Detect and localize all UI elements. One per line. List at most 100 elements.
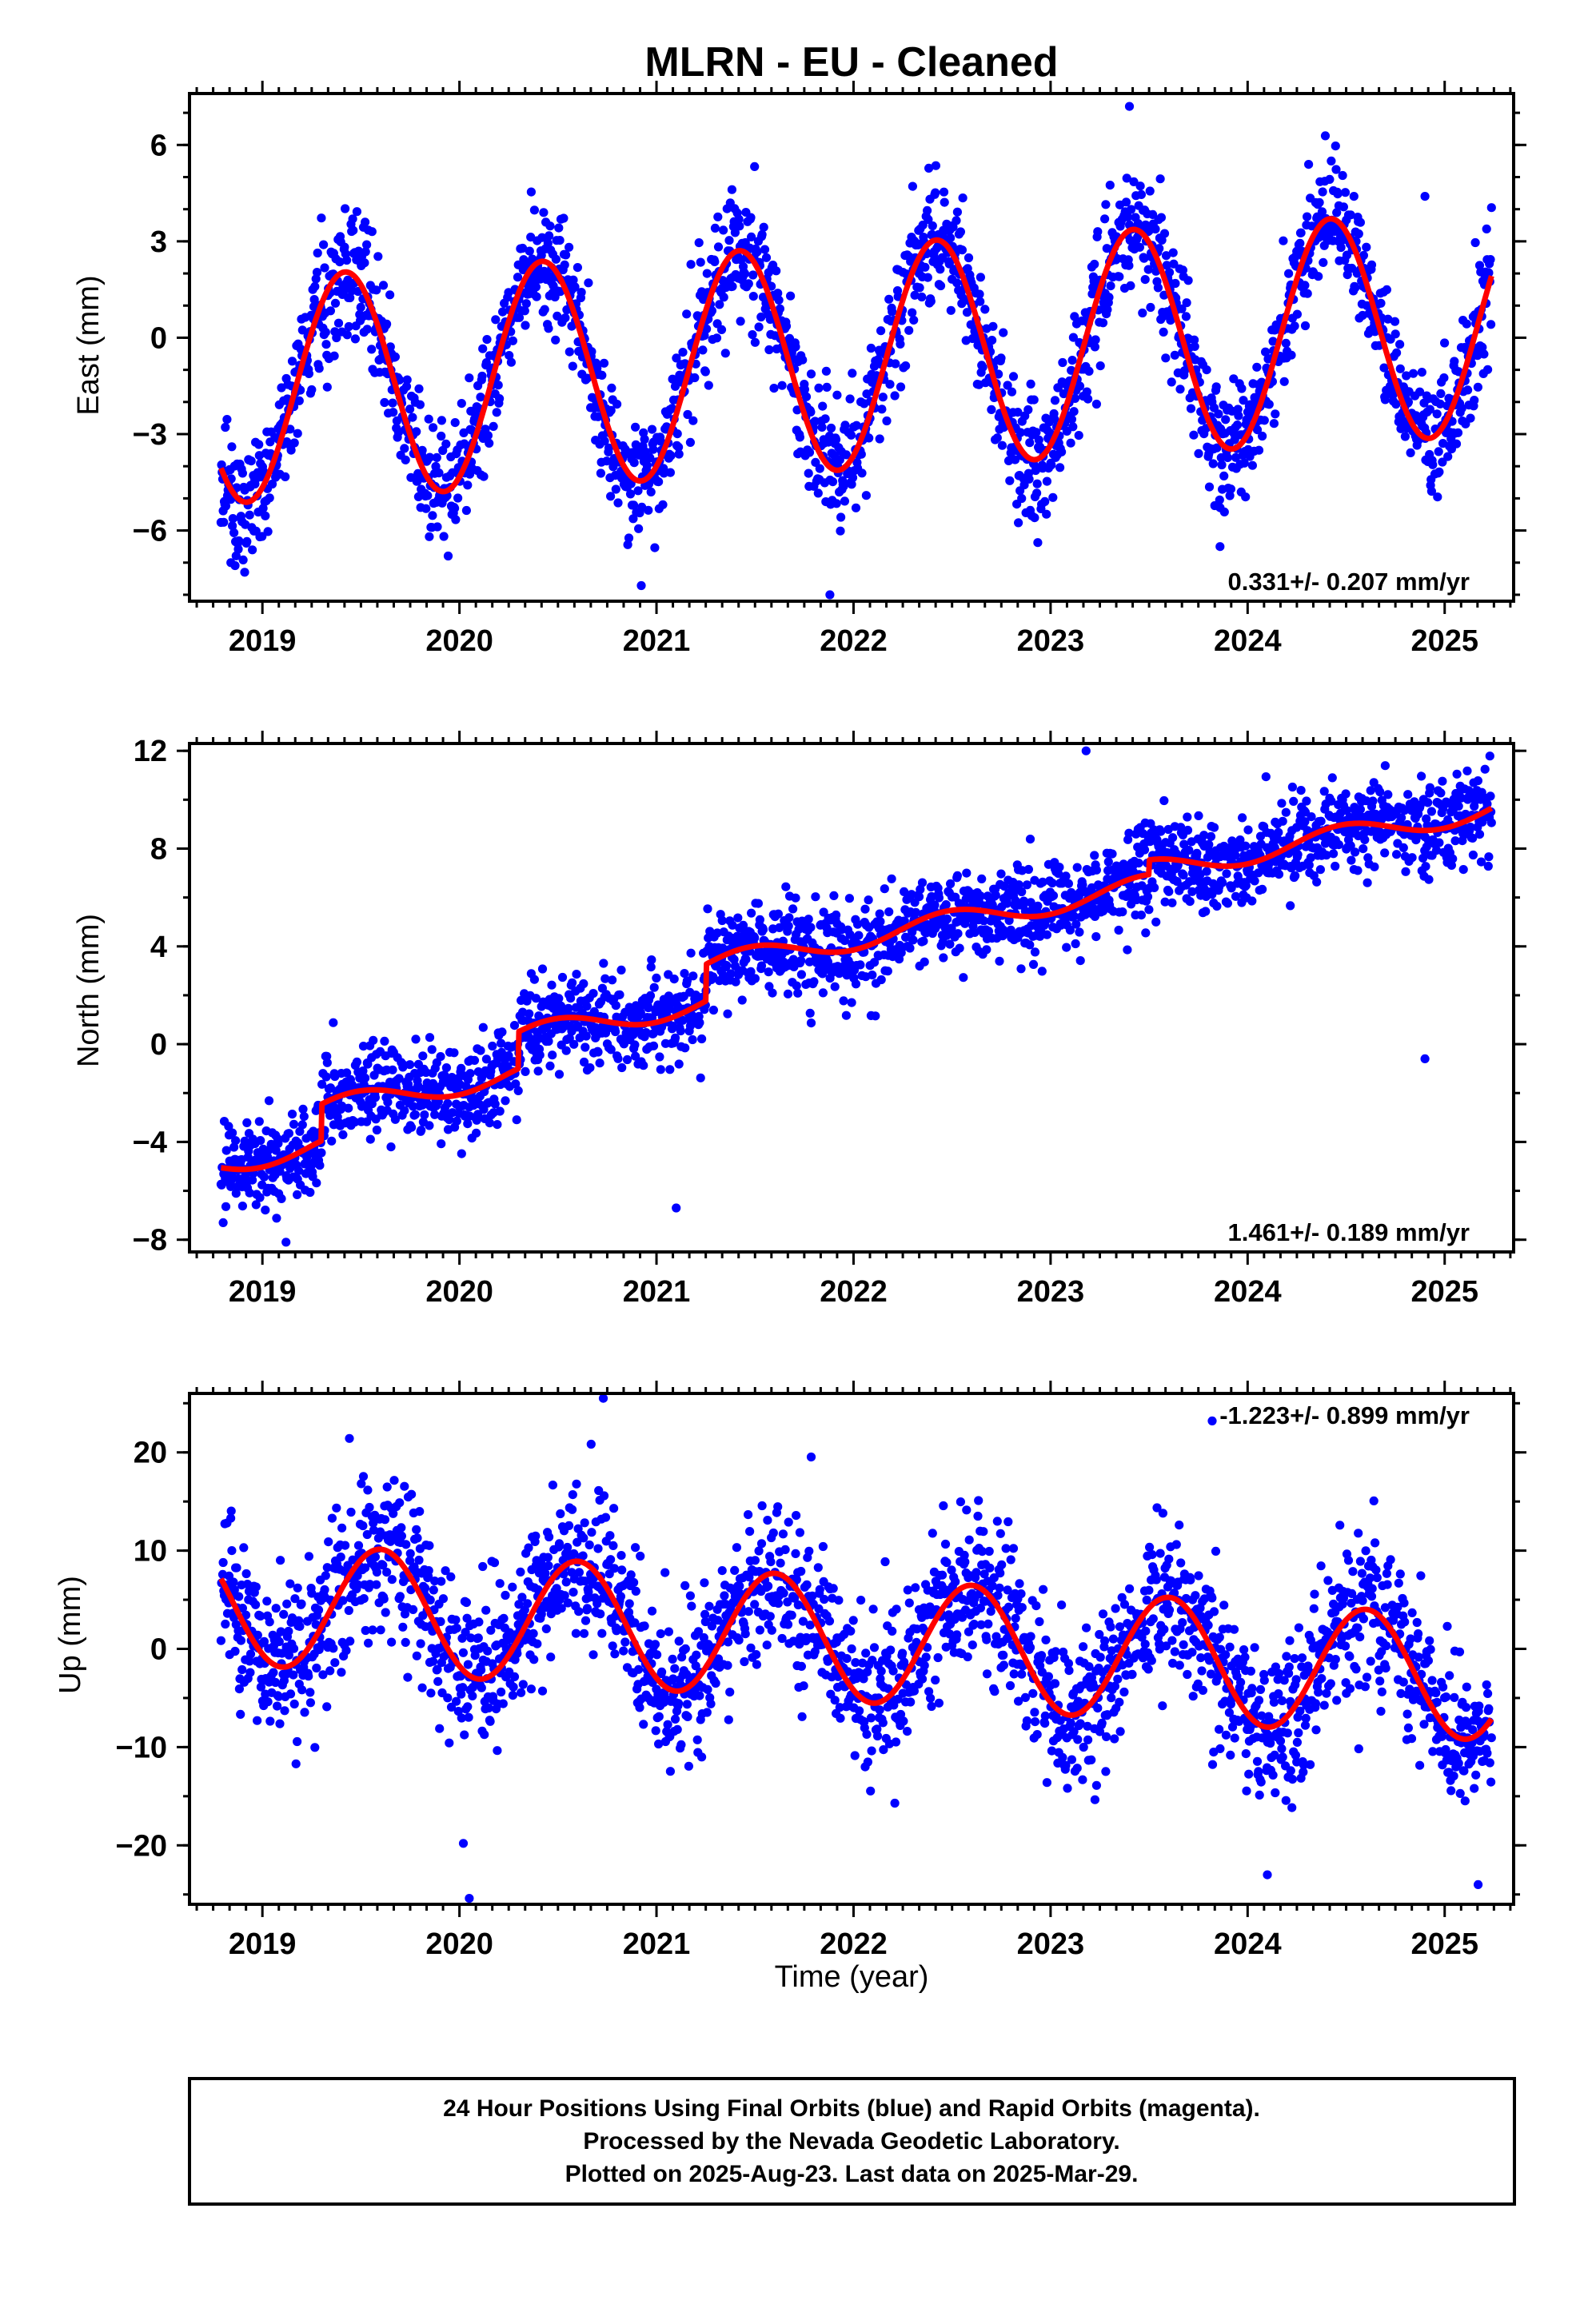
north-data-point — [1328, 773, 1337, 782]
east-data-point — [876, 434, 884, 443]
north-data-point — [1210, 823, 1219, 832]
north-data-point — [854, 931, 863, 940]
east-data-point — [847, 431, 856, 440]
east-data-point — [822, 367, 831, 376]
north-data-point — [650, 983, 659, 992]
east-data-point — [238, 468, 247, 477]
east-data-point — [848, 369, 856, 377]
north-data-point — [1288, 783, 1297, 791]
east-data-point — [421, 504, 430, 513]
north-data-point — [472, 1129, 481, 1138]
north-data-point — [599, 959, 608, 967]
east-data-point — [561, 313, 569, 322]
east-data-point — [1284, 269, 1293, 278]
up-data-point — [234, 1593, 243, 1601]
east-data-point — [1486, 320, 1495, 329]
east-data-point — [654, 477, 663, 486]
east-data-point — [634, 524, 643, 533]
east-data-point — [696, 258, 705, 267]
east-data-point — [1327, 157, 1335, 165]
east-data-point — [920, 263, 929, 272]
north-data-point — [1370, 863, 1379, 871]
north-data-point — [545, 1062, 554, 1070]
east-data-point — [816, 464, 824, 473]
north-data-point — [1453, 770, 1462, 779]
east-data-point — [477, 372, 486, 381]
north-data-point — [1363, 879, 1372, 887]
east-data-point — [482, 335, 491, 344]
up-data-point — [217, 1636, 225, 1645]
chart-title: MLRN - EU - Cleaned — [644, 39, 1058, 86]
east-data-point — [360, 258, 369, 267]
north-data-point — [908, 935, 917, 944]
up-data-point — [219, 1558, 228, 1567]
east-data-point — [956, 227, 965, 236]
north-data-point — [768, 989, 776, 998]
east-data-point — [1203, 365, 1211, 374]
north-data-point — [995, 957, 1003, 966]
east-data-point — [832, 435, 840, 444]
east-data-point — [530, 205, 539, 214]
north-data-point — [582, 1002, 591, 1011]
east-data-point — [778, 381, 787, 390]
north-data-point — [1331, 862, 1339, 871]
east-data-point — [343, 330, 352, 339]
north-data-point — [1218, 878, 1227, 887]
east-data-point — [1391, 329, 1400, 338]
up-data-point — [227, 1507, 236, 1516]
north-x-tick-label: 2019 — [229, 1275, 297, 1309]
north-data-point — [538, 964, 547, 973]
east-data-point — [1057, 448, 1066, 456]
east-data-point — [805, 448, 814, 456]
north-data-point — [905, 943, 914, 952]
east-data-point — [818, 402, 827, 411]
north-data-point — [726, 969, 735, 978]
east-data-point — [1096, 361, 1105, 370]
east-data-point — [678, 348, 687, 357]
north-data-point — [1062, 943, 1071, 952]
east-data-point — [1040, 497, 1049, 506]
north-rate-label: 1.461+/- 0.189 mm/yr — [1228, 1218, 1470, 1246]
east-data-point — [226, 558, 235, 567]
east-data-point — [1434, 447, 1443, 456]
east-data-point — [1331, 142, 1340, 150]
east-data-point — [1241, 492, 1250, 501]
north-data-point — [1279, 817, 1287, 826]
east-data-point — [596, 468, 605, 477]
east-data-point — [264, 527, 273, 536]
east-data-point — [400, 444, 409, 452]
east-data-point — [330, 352, 339, 361]
up-data-point — [237, 1636, 245, 1645]
east-data-point — [786, 292, 795, 301]
north-data-point — [411, 1110, 420, 1119]
north-data-point — [1421, 862, 1430, 871]
east-data-point — [565, 348, 574, 357]
north-data-point — [1368, 796, 1377, 805]
east-data-point — [379, 281, 388, 289]
north-data-point — [750, 934, 759, 943]
north-data-point — [1426, 783, 1434, 792]
east-data-point — [750, 162, 759, 171]
east-data-point — [648, 425, 656, 434]
north-data-point — [425, 1033, 434, 1042]
north-data-point — [555, 1070, 564, 1078]
north-data-point — [1003, 899, 1011, 907]
east-data-point — [607, 384, 616, 393]
east-data-point — [959, 193, 968, 202]
east-data-point — [495, 394, 504, 403]
east-data-point — [1005, 476, 1014, 485]
north-data-point — [536, 1050, 545, 1059]
east-data-point — [261, 512, 269, 520]
east-data-point — [1482, 225, 1491, 233]
east-data-point — [736, 317, 745, 325]
east-data-point — [554, 224, 563, 233]
north-data-point — [1423, 798, 1432, 807]
east-data-point — [1300, 281, 1309, 289]
north-data-point — [1029, 960, 1038, 969]
north-data-point — [1474, 776, 1482, 785]
east-data-point — [388, 399, 397, 408]
north-data-point — [407, 1123, 416, 1132]
east-data-point — [1009, 372, 1018, 381]
north-data-point — [1168, 833, 1177, 842]
north-data-point — [655, 1052, 664, 1061]
